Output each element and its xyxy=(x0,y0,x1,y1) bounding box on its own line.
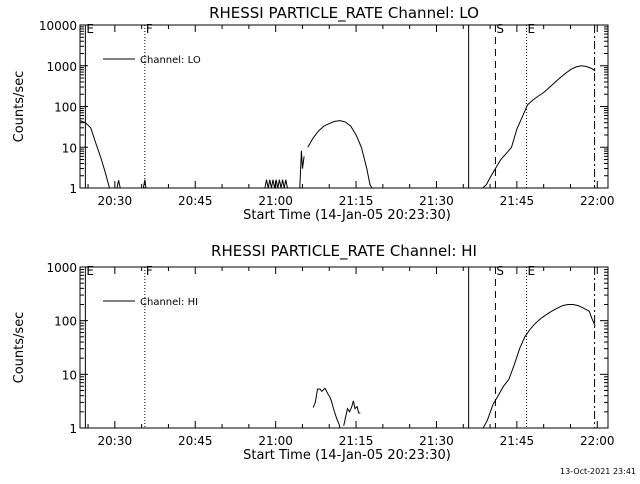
series-line-segment xyxy=(116,180,121,189)
series-line-segment xyxy=(264,179,288,189)
y-tick-label: 1000 xyxy=(46,60,77,74)
plot-frame xyxy=(79,24,609,189)
plot-frame xyxy=(79,266,609,429)
x-axis-label: Start Time (14-Jan-05 20:23:30) xyxy=(243,208,451,223)
y-tick-label: 1000 xyxy=(46,261,77,275)
series-line-segment xyxy=(142,179,147,189)
event-marker-label: S xyxy=(496,22,504,36)
x-tick-label: 21:45 xyxy=(500,194,535,208)
event-marker-label: E xyxy=(86,264,94,278)
event-marker-label: S xyxy=(496,264,504,278)
y-axis-label: Counts/sec xyxy=(12,312,27,384)
series-line-segment xyxy=(79,120,110,189)
event-marker-label: F xyxy=(146,22,153,36)
series-line-segment xyxy=(343,400,361,426)
x-tick-label: 21:15 xyxy=(339,194,374,208)
series-line-segment xyxy=(307,120,373,189)
x-tick-label: 21:00 xyxy=(258,194,293,208)
y-tick-label: 10 xyxy=(62,368,77,382)
series-line-segment xyxy=(482,304,596,429)
x-tick-label: 21:30 xyxy=(419,194,454,208)
x-axis-label: Start Time (14-Jan-05 20:23:30) xyxy=(243,448,451,463)
chart-panel-lo: RHESSI PARTICLE_RATE Channel: LO 1 10 100 10… xyxy=(12,4,615,223)
x-tick-label: 22:00 xyxy=(580,434,615,448)
x-tick-label: 21:00 xyxy=(258,434,293,448)
y-tick-label: 10 xyxy=(62,141,77,155)
x-tick-label: 21:30 xyxy=(419,434,454,448)
footer-timestamp: 13-Oct-2021 23:41 xyxy=(560,467,636,476)
y-tick-label: 10000 xyxy=(39,19,77,33)
y-tick-label: 100 xyxy=(54,101,77,115)
legend-label: Channel: HI xyxy=(140,297,198,308)
chart-title: RHESSI PARTICLE_RATE Channel: HI xyxy=(211,242,477,261)
x-tick-label: 21:15 xyxy=(339,434,374,448)
y-axis-label: Counts/sec xyxy=(12,71,27,143)
x-tick-label: 20:30 xyxy=(98,434,133,448)
series-line-segment xyxy=(312,387,341,429)
chart-panel-hi: RHESSI PARTICLE_RATE Channel: HI 1 10 100 10… xyxy=(12,242,615,463)
event-marker-label: E xyxy=(528,22,536,36)
chart-title: RHESSI PARTICLE_RATE Channel: LO xyxy=(209,4,479,23)
x-tick-label: 22:00 xyxy=(580,194,615,208)
event-marker-label: E xyxy=(528,264,536,278)
event-marker-label: E xyxy=(86,22,94,36)
x-tick-label: 20:30 xyxy=(98,194,133,208)
series-line-segment xyxy=(299,150,305,189)
x-tick-label: 20:45 xyxy=(178,434,213,448)
y-tick-label: 1 xyxy=(69,182,77,196)
y-tick-label: 1 xyxy=(69,422,77,436)
x-tick-label: 21:45 xyxy=(500,434,535,448)
series-line-segment xyxy=(482,65,596,189)
y-tick-label: 100 xyxy=(54,315,77,329)
legend-label: Channel: LO xyxy=(140,55,201,66)
event-marker-label: F xyxy=(146,264,153,278)
x-tick-label: 20:45 xyxy=(178,194,213,208)
